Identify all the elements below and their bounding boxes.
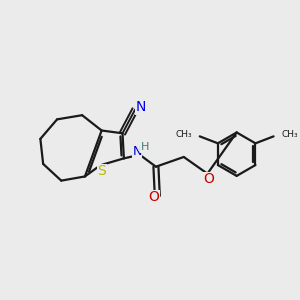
- Text: CH₃: CH₃: [175, 130, 192, 140]
- Text: CH₃: CH₃: [281, 130, 298, 140]
- Text: O: O: [203, 172, 214, 186]
- Text: S: S: [97, 164, 106, 178]
- Text: N: N: [136, 100, 146, 114]
- Text: H: H: [141, 142, 149, 152]
- Text: O: O: [148, 190, 159, 204]
- Text: N: N: [132, 145, 142, 158]
